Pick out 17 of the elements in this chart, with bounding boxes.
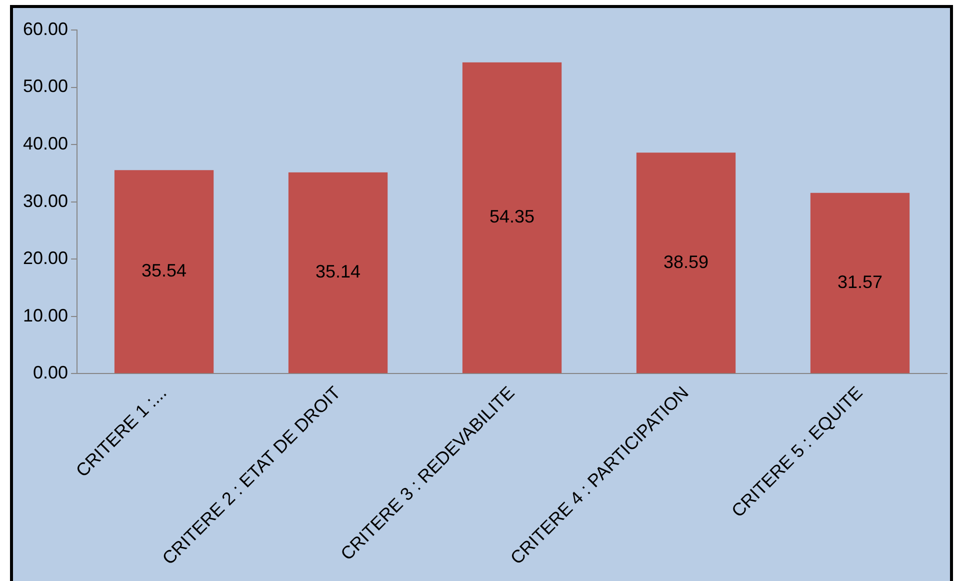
bar <box>810 192 910 374</box>
y-tick-label: 50.00 <box>22 76 68 96</box>
bar <box>636 152 736 374</box>
bar <box>114 170 214 374</box>
data-label: 35.14 <box>316 262 361 282</box>
data-label: 38.59 <box>663 252 709 272</box>
data-label: 35.54 <box>142 260 187 281</box>
y-tick-label: 40.00 <box>22 134 68 154</box>
y-tick-label: 20.00 <box>22 248 68 268</box>
bar <box>462 62 562 374</box>
data-label: 54.35 <box>490 206 535 227</box>
y-tick-label: 10.00 <box>22 305 68 326</box>
y-tick-label: 30.00 <box>22 190 68 211</box>
y-tick-label: 60.00 <box>22 18 68 39</box>
bar <box>288 172 388 374</box>
y-tick-label: 0.00 <box>32 362 68 383</box>
data-label: 31.57 <box>837 272 883 292</box>
